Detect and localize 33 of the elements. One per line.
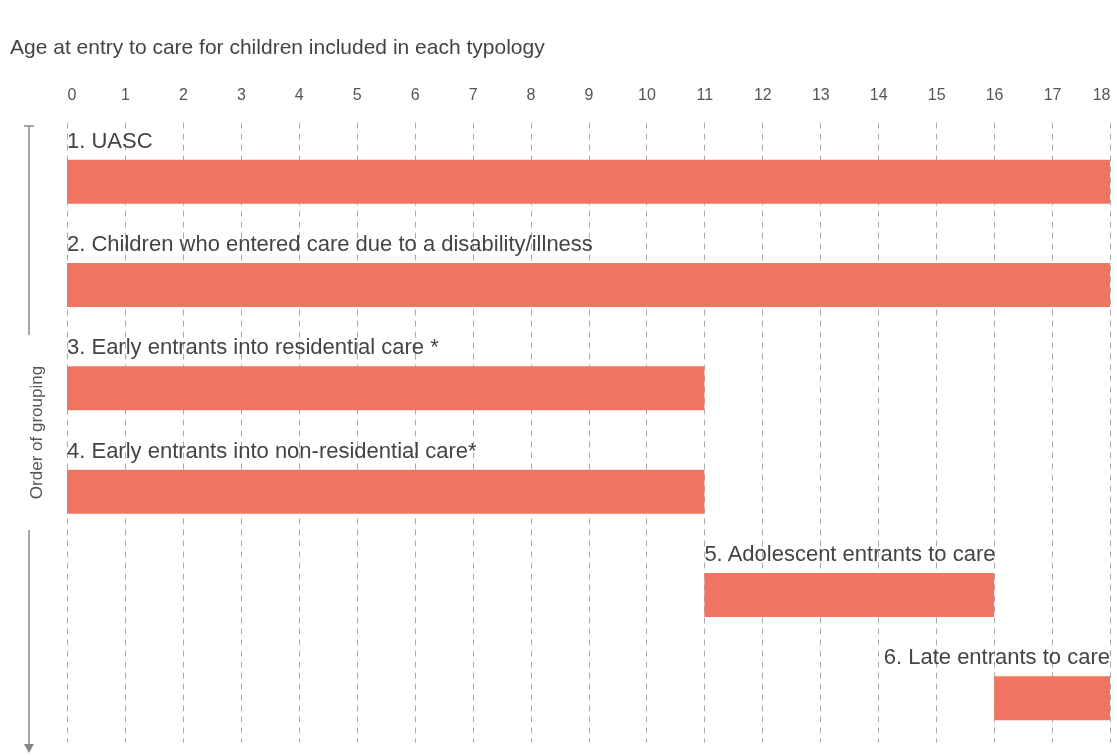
x-tick-label: 16 (985, 85, 1004, 103)
bar (67, 469, 705, 514)
y-tick-label: 1. UASC (67, 127, 153, 153)
y-tick-label: 6. Late entrants to care (883, 644, 1110, 670)
x-tick-label: 2 (178, 85, 188, 103)
x-tick-label: 8 (526, 85, 536, 103)
bar (67, 159, 1110, 204)
bar (67, 263, 1110, 307)
x-tick-label: 10 (638, 85, 656, 103)
bar (994, 676, 1110, 721)
x-tick-label: 15 (927, 85, 946, 103)
x-tick-label: 18 (1092, 85, 1111, 103)
x-tick-label: 7 (468, 85, 478, 103)
x-tick-label: 0 (67, 85, 77, 103)
x-tick-label: 9 (584, 85, 594, 103)
x-tick-label: 12 (753, 85, 772, 103)
y-axis-title: Order of grouping (26, 365, 46, 500)
y-tick-label: 5. Adolescent entrants to care (704, 541, 996, 566)
x-tick-label: 1 (120, 85, 130, 103)
x-tick-label: 3 (236, 85, 246, 103)
x-tick-label: 11 (696, 85, 714, 103)
x-tick-label: 4 (294, 85, 304, 103)
y-tick-label: 2. Children who entered care due to a disability/illness (67, 231, 593, 256)
y-tick-label: 4. Early entrants into non-residential care* (67, 437, 478, 463)
x-tick-label: 13 (811, 85, 830, 103)
x-tick-label: 17 (1043, 85, 1062, 103)
chart-title: Age at entry to care for children included in each typology (10, 35, 546, 58)
x-tick-label: 6 (410, 85, 420, 103)
x-tick-label: 14 (869, 85, 888, 103)
bar (704, 573, 995, 617)
bar (67, 366, 705, 411)
y-tick-label: 3. Early entrants into residential care * (67, 334, 440, 360)
x-tick-label: 5 (352, 85, 362, 103)
